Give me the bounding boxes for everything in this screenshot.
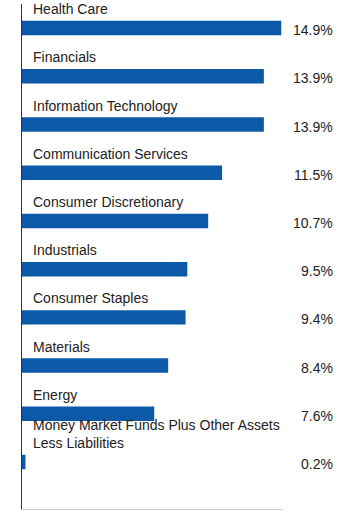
svg-text:13.9%: 13.9% — [293, 119, 333, 135]
svg-text:14.9%: 14.9% — [293, 22, 333, 38]
svg-text:0.2%: 0.2% — [301, 456, 333, 472]
svg-text:Communication Services: Communication Services — [33, 146, 188, 162]
svg-text:9.4%: 9.4% — [301, 311, 333, 327]
svg-text:7.6%: 7.6% — [301, 408, 333, 424]
svg-text:Money Market Funds Plus Other: Money Market Funds Plus Other AssetsLess… — [33, 417, 280, 451]
svg-text:Materials: Materials — [33, 339, 90, 355]
svg-text:8.4%: 8.4% — [301, 360, 333, 376]
svg-text:Financials: Financials — [33, 49, 96, 65]
svg-text:Health Care: Health Care — [33, 1, 108, 17]
svg-text:Consumer Discretionary: Consumer Discretionary — [33, 194, 183, 210]
svg-text:Energy: Energy — [33, 387, 77, 403]
svg-text:9.5%: 9.5% — [301, 263, 333, 279]
svg-text:13.9%: 13.9% — [293, 70, 333, 86]
svg-text:10.7%: 10.7% — [293, 215, 333, 231]
svg-text:Consumer Staples: Consumer Staples — [33, 290, 148, 306]
svg-text:Industrials: Industrials — [33, 242, 97, 258]
svg-text:Information Technology: Information Technology — [33, 98, 178, 114]
svg-text:11.5%: 11.5% — [294, 167, 333, 183]
